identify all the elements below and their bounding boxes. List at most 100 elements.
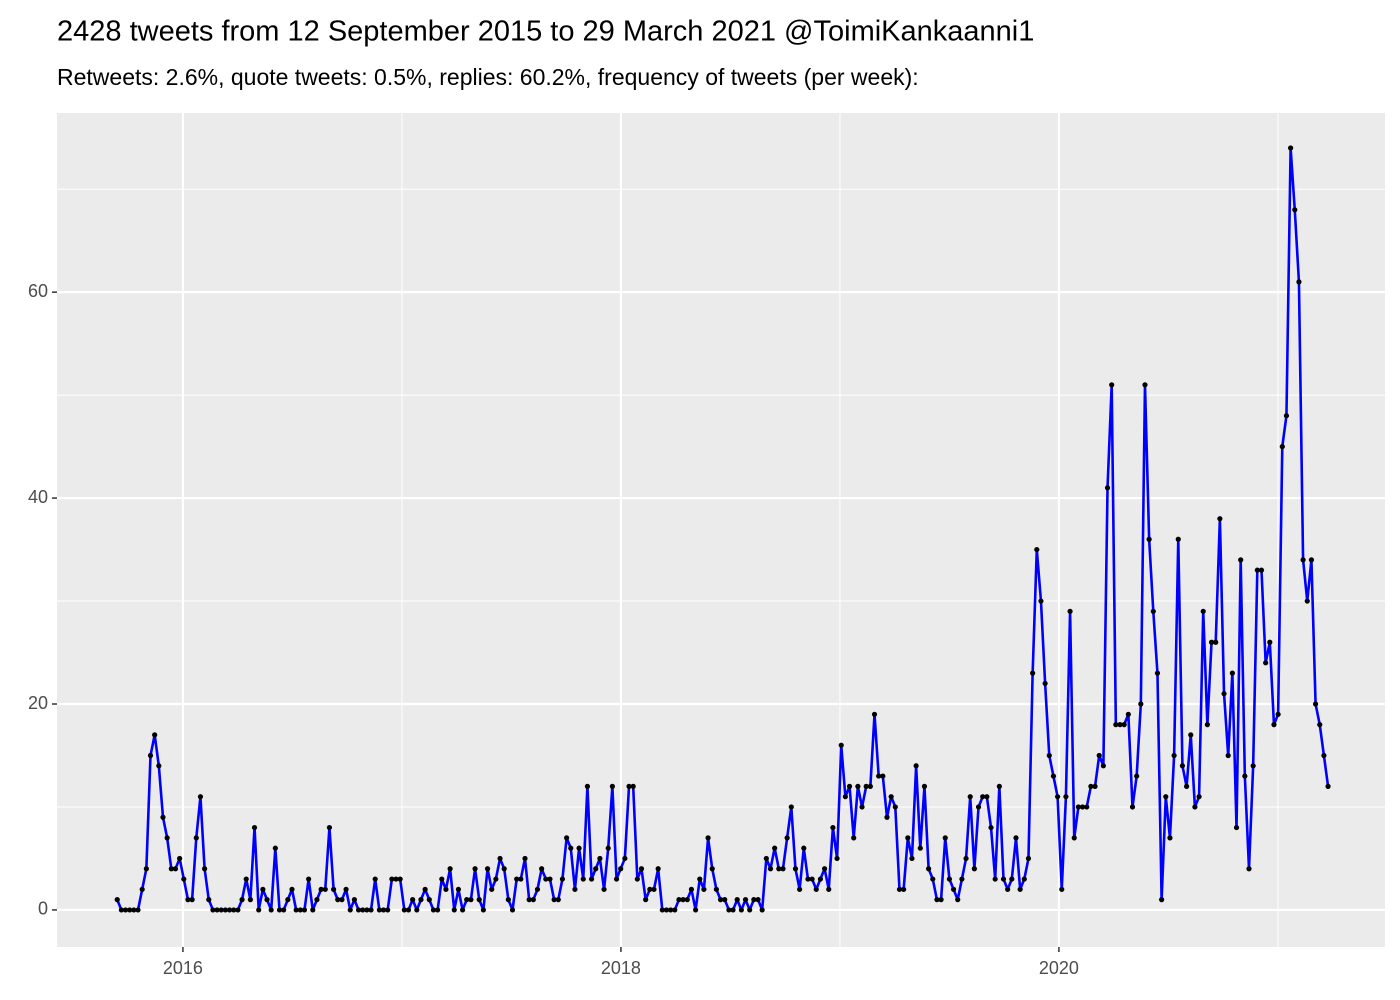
point	[838, 742, 844, 748]
point	[522, 855, 528, 862]
point	[310, 907, 316, 913]
point	[1050, 773, 1057, 779]
point	[684, 897, 690, 903]
point	[318, 886, 324, 892]
y-tick-label: 40	[28, 487, 48, 507]
point	[459, 907, 466, 913]
point	[788, 804, 794, 810]
point	[555, 897, 561, 903]
point	[1288, 145, 1294, 151]
point	[206, 897, 212, 903]
point	[335, 897, 341, 903]
point	[1200, 608, 1206, 614]
point	[1113, 722, 1119, 728]
point	[975, 804, 982, 810]
point	[767, 866, 774, 872]
point	[809, 876, 815, 882]
point	[181, 876, 187, 882]
point	[1225, 752, 1231, 759]
point	[713, 886, 720, 892]
point	[214, 907, 220, 913]
point	[892, 804, 898, 810]
point	[605, 845, 611, 851]
point	[1317, 722, 1323, 728]
point	[980, 794, 986, 800]
point	[1258, 567, 1265, 573]
point	[389, 876, 395, 882]
point	[314, 897, 320, 903]
point	[1233, 824, 1240, 831]
point	[339, 897, 345, 903]
point	[609, 783, 615, 789]
point	[447, 866, 453, 872]
point	[1179, 763, 1186, 769]
point	[1192, 804, 1198, 810]
point	[372, 876, 378, 882]
point	[901, 886, 907, 892]
point	[643, 897, 649, 903]
point	[518, 876, 524, 882]
point	[1204, 722, 1210, 728]
point	[306, 876, 312, 882]
point	[1025, 855, 1032, 862]
point	[543, 876, 549, 882]
point	[963, 855, 969, 862]
x-tick-label: 2018	[601, 958, 641, 978]
point	[938, 897, 944, 903]
point	[1250, 763, 1256, 769]
point	[177, 855, 183, 862]
point	[1292, 207, 1298, 213]
point	[1117, 722, 1123, 728]
panel	[57, 113, 1385, 947]
point	[780, 866, 786, 872]
point	[289, 886, 295, 892]
point	[855, 783, 861, 789]
point	[1254, 567, 1260, 573]
point	[468, 897, 474, 903]
point	[509, 907, 516, 913]
point	[564, 835, 570, 841]
point	[226, 907, 233, 913]
point	[426, 897, 432, 903]
point	[859, 804, 865, 810]
point	[630, 783, 636, 789]
point	[193, 835, 199, 841]
point	[1100, 763, 1106, 769]
point	[1021, 876, 1027, 882]
point	[168, 866, 174, 872]
point	[876, 773, 882, 779]
point	[1092, 783, 1098, 789]
point	[584, 783, 591, 789]
point	[971, 866, 977, 872]
point	[397, 876, 403, 882]
point	[152, 732, 158, 738]
point	[172, 866, 179, 872]
y-tick-label: 0	[38, 899, 48, 919]
point	[651, 886, 657, 892]
point	[1325, 783, 1331, 789]
point	[380, 907, 387, 913]
point	[1138, 701, 1144, 707]
point	[239, 897, 245, 903]
point	[738, 907, 744, 913]
point	[514, 876, 520, 882]
point	[759, 907, 765, 913]
point	[480, 907, 486, 913]
point	[921, 783, 928, 789]
point	[218, 907, 224, 913]
point	[1150, 608, 1156, 614]
point	[143, 866, 149, 872]
point	[663, 907, 670, 913]
point	[722, 897, 728, 903]
point	[1121, 722, 1127, 728]
point	[1129, 804, 1136, 810]
point	[1125, 711, 1131, 717]
point	[1067, 608, 1073, 614]
point	[659, 907, 665, 913]
point	[1000, 876, 1007, 882]
point	[763, 855, 769, 862]
point	[385, 907, 391, 913]
point	[1146, 536, 1152, 542]
x-tick-label: 2020	[1039, 958, 1079, 978]
